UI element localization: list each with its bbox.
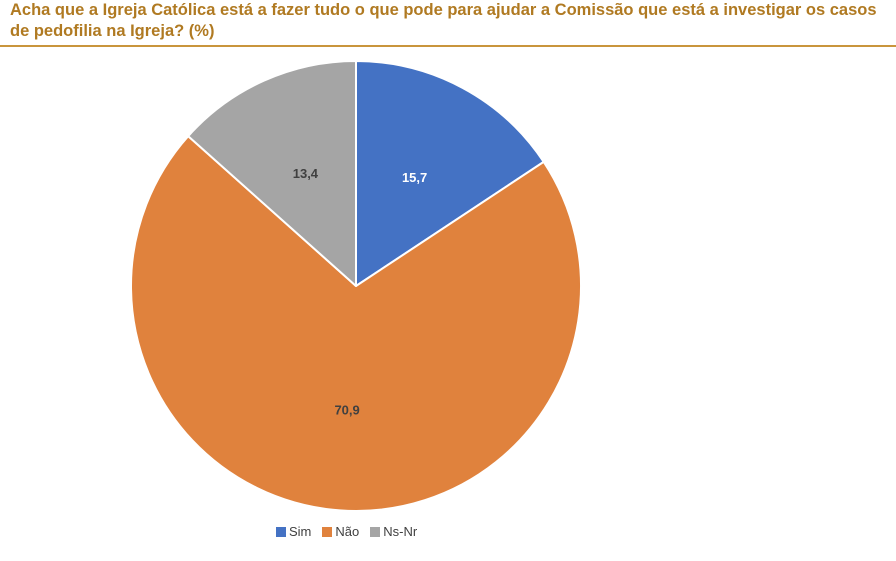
legend-swatch-nao [322, 526, 333, 537]
pie-slice-ns-nr [187, 60, 357, 287]
pie-slice-nao [130, 135, 582, 512]
chart-title: Acha que a Igreja Católica está a fazer … [10, 1, 877, 40]
legend-label-nao: Não [335, 524, 360, 539]
legend-item-ns-nr: Ns-Nr [370, 524, 417, 539]
data-label-sim: 15,7 [402, 170, 427, 185]
legend-label-ns-nr: Ns-Nr [383, 524, 418, 539]
data-label-ns-nr: 13,4 [293, 166, 319, 181]
title-divider [0, 45, 896, 47]
legend-swatch-ns-nr [370, 526, 381, 537]
legend-item-nao: Não [322, 524, 359, 539]
legend-label-sim: Sim [289, 524, 312, 539]
legend-swatch-sim [276, 526, 286, 537]
data-label-nao: 70,9 [334, 402, 359, 417]
pie-slice-sim [355, 60, 545, 287]
legend-item-sim: Sim [276, 524, 311, 539]
chart-legend: Sim Não Ns-Nr [276, 524, 428, 539]
